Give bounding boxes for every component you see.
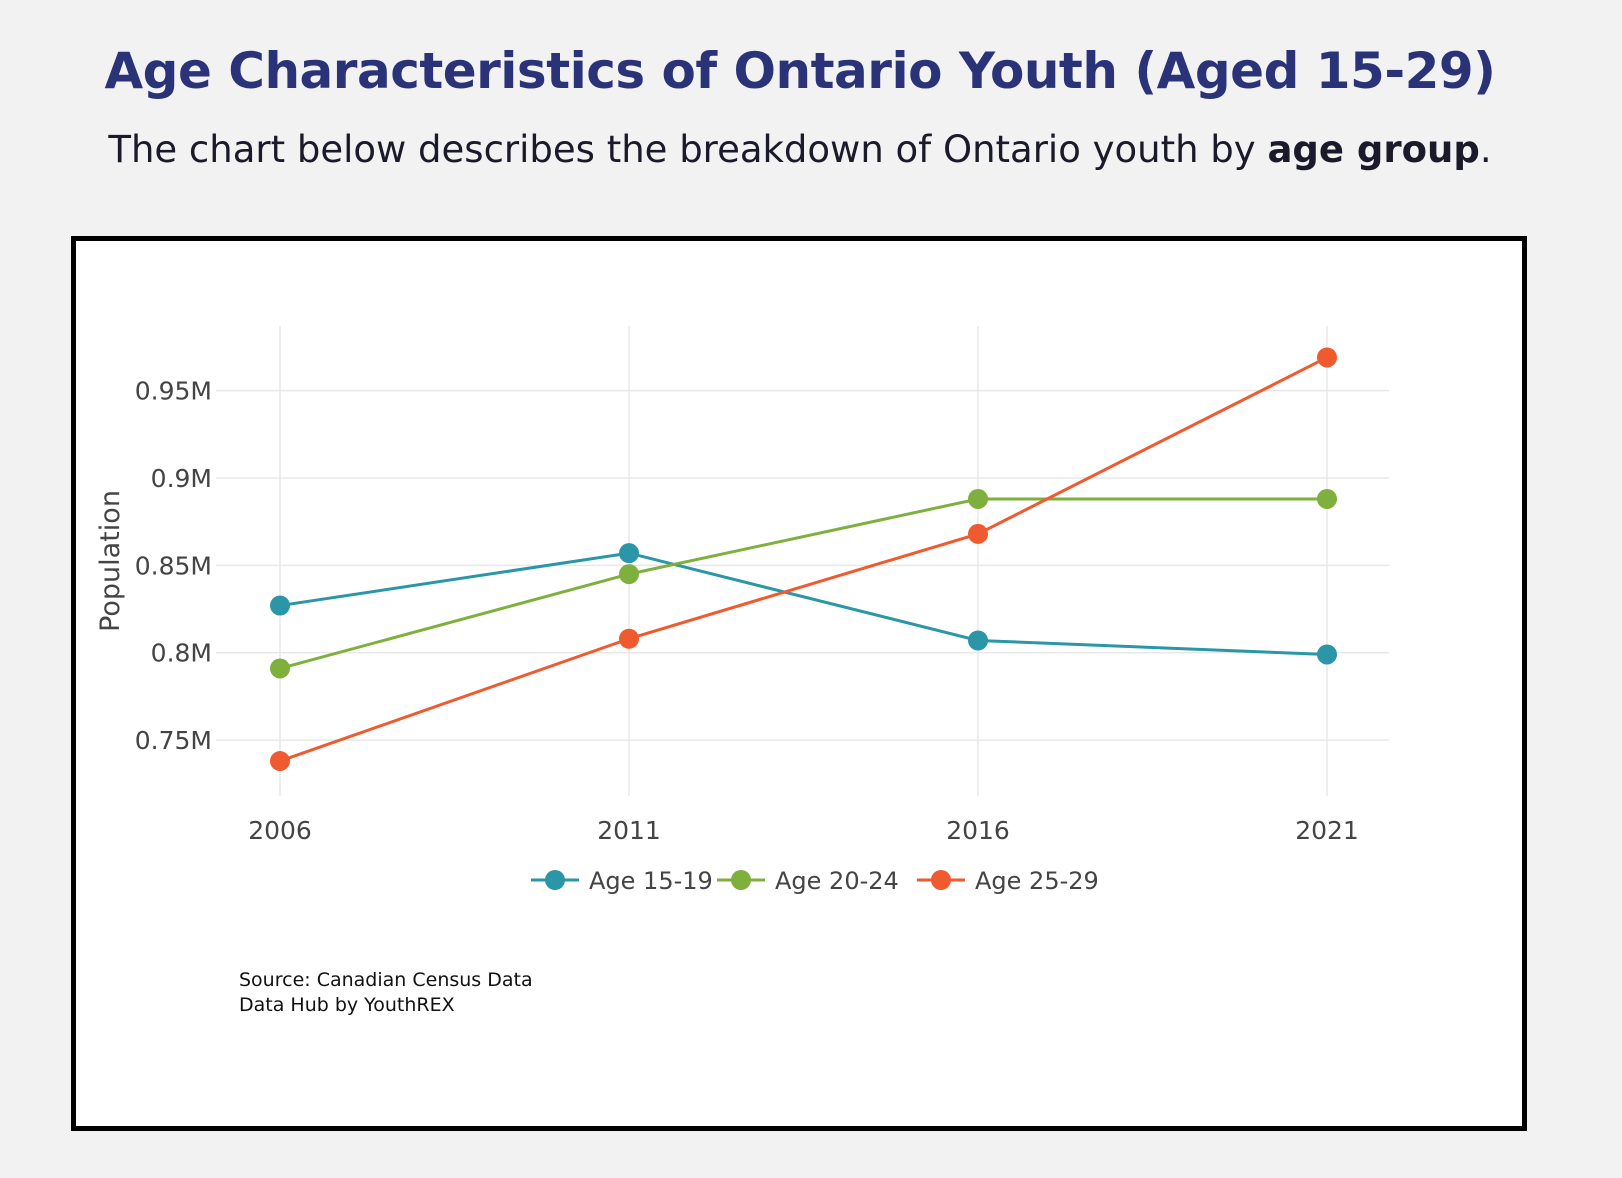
y-tick-label: 0.8M	[151, 639, 212, 668]
x-tick-label: 2021	[1295, 816, 1359, 845]
legend-swatch-marker	[731, 870, 751, 890]
data-point	[619, 628, 639, 649]
x-tick-label: 2016	[946, 816, 1010, 845]
data-point	[968, 523, 988, 544]
y-tick-label: 0.85M	[135, 551, 212, 580]
series-layer	[270, 347, 1337, 772]
legend-swatch-marker	[931, 870, 951, 890]
chart-frame: 2006 2011 2016 2021 0.75M 0.8M 0.85M 0.9M 0.95M P…	[71, 236, 1527, 1131]
legend-item-label: Age 20-24	[775, 867, 899, 895]
credit-line: Data Hub by YouthREX	[239, 994, 455, 1016]
data-point	[968, 488, 988, 509]
subtitle-period: .	[1479, 128, 1492, 171]
grid-layer	[216, 326, 1389, 796]
legend-swatch-marker	[545, 870, 565, 890]
y-axis-title: Population	[95, 490, 126, 632]
page-title: Age Characteristics of Ontario Youth (Ag…	[104, 42, 1496, 100]
series-line	[279, 497, 1327, 670]
subtitle-emphasis: age group	[1267, 128, 1480, 171]
subtitle-text: The chart below describes the breakdown …	[108, 128, 1268, 171]
x-tick-label: 2006	[248, 816, 312, 845]
source-note: Source: Canadian Census Data Data Hub by…	[239, 968, 533, 1018]
legend-item-label: Age 25-29	[975, 867, 1099, 895]
source-line: Source: Canadian Census Data	[239, 969, 533, 991]
legend-item-label: Age 15-19	[589, 867, 713, 895]
line-chart: 2006 2011 2016 2021 0.75M 0.8M 0.85M 0.9M 0.95M P…	[95, 326, 1389, 895]
legend-layer: Age 15-19 Age 20-24 Age 25-29	[531, 867, 1099, 895]
data-point	[1317, 644, 1337, 665]
series-line	[279, 356, 1328, 763]
series-line	[279, 551, 1328, 656]
data-point	[270, 595, 290, 616]
data-point	[619, 564, 639, 585]
axis-layer: 2006 2011 2016 2021 0.75M 0.8M 0.85M 0.9M 0.95M P…	[95, 377, 1359, 845]
data-point	[968, 630, 988, 651]
y-tick-label: 0.75M	[135, 726, 212, 755]
data-point	[619, 543, 639, 564]
y-tick-label: 0.9M	[151, 464, 212, 493]
data-point	[270, 751, 290, 772]
page-subtitle: The chart below describes the breakdown …	[0, 128, 1600, 171]
data-point	[270, 658, 290, 679]
data-point	[1317, 488, 1337, 509]
x-tick-label: 2011	[597, 816, 661, 845]
y-tick-label: 0.95M	[135, 377, 212, 406]
data-point	[1317, 347, 1337, 368]
